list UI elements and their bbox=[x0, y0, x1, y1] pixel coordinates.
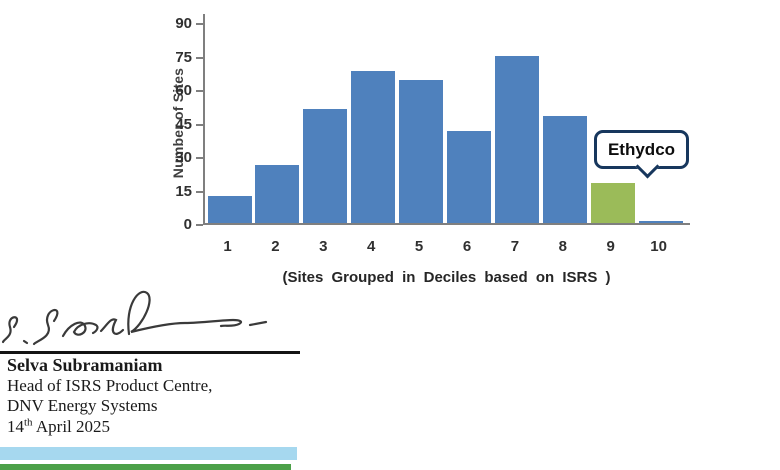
x-tick-1: 1 bbox=[223, 238, 232, 255]
y-tickmark-30 bbox=[196, 157, 203, 159]
bar-decile-10 bbox=[638, 220, 683, 223]
bar-decile-9 bbox=[590, 182, 635, 223]
y-tick-60: 60 bbox=[175, 82, 192, 99]
x-tick-2: 2 bbox=[271, 238, 280, 255]
bar-decile-8 bbox=[542, 115, 587, 223]
date-ordinal: th bbox=[24, 415, 33, 428]
x-tick-10: 10 bbox=[650, 238, 667, 255]
x-tick-6: 6 bbox=[462, 238, 472, 255]
y-tick-30: 30 bbox=[175, 149, 192, 166]
x-tick-7: 7 bbox=[510, 238, 520, 255]
y-tickmark-90 bbox=[196, 23, 203, 25]
x-axis-caption: (Sites Grouped in Deciles based on ISRS … bbox=[282, 269, 611, 286]
y-tickmark-0 bbox=[196, 224, 203, 226]
signer-org: DNV Energy Systems bbox=[7, 396, 158, 415]
signer-role: Head of ISRS Product Centre, bbox=[7, 375, 213, 395]
footer-stripe-blue bbox=[0, 447, 297, 460]
date-day: 14 bbox=[7, 416, 24, 436]
plot-area bbox=[203, 14, 690, 225]
bar-decile-2 bbox=[255, 164, 300, 223]
signoff-block: Selva Subramaniam Head of ISRS Product C… bbox=[7, 355, 337, 437]
signature-rule bbox=[0, 351, 300, 354]
y-tickmark-45 bbox=[196, 123, 203, 126]
bar-decile-3 bbox=[303, 109, 348, 223]
bar-decile-1 bbox=[207, 196, 252, 223]
y-tickmark-15 bbox=[196, 190, 203, 193]
y-tick-15: 15 bbox=[175, 182, 192, 200]
y-tick-75: 75 bbox=[175, 48, 192, 66]
bar-decile-5 bbox=[399, 80, 444, 223]
signoff-date: 14th April 2025 bbox=[7, 415, 337, 438]
callout-label: Ethydco bbox=[607, 139, 676, 159]
date-rest: April 2025 bbox=[32, 416, 111, 436]
signer-name: Selva Subramaniam bbox=[7, 355, 163, 375]
y-tick-0: 0 bbox=[183, 216, 192, 233]
x-tick-5: 5 bbox=[414, 238, 424, 255]
bar-decile-7 bbox=[494, 55, 539, 223]
bar-decile-4 bbox=[351, 71, 396, 223]
y-tickmark-60 bbox=[196, 90, 203, 92]
x-tick-3: 3 bbox=[319, 238, 328, 255]
y-tick-45: 45 bbox=[175, 115, 192, 133]
bar-chart: Number of Sites (Sites Grouped in Decile… bbox=[150, 5, 750, 305]
footer-stripe-green bbox=[0, 464, 291, 470]
x-tick-9: 9 bbox=[606, 238, 615, 255]
signature-image bbox=[1, 290, 268, 346]
bar-decile-6 bbox=[447, 131, 491, 223]
y-tick-90: 90 bbox=[175, 15, 192, 32]
x-tick-4: 4 bbox=[367, 238, 376, 255]
y-tickmark-75 bbox=[196, 56, 203, 59]
x-tick-8: 8 bbox=[558, 238, 567, 255]
